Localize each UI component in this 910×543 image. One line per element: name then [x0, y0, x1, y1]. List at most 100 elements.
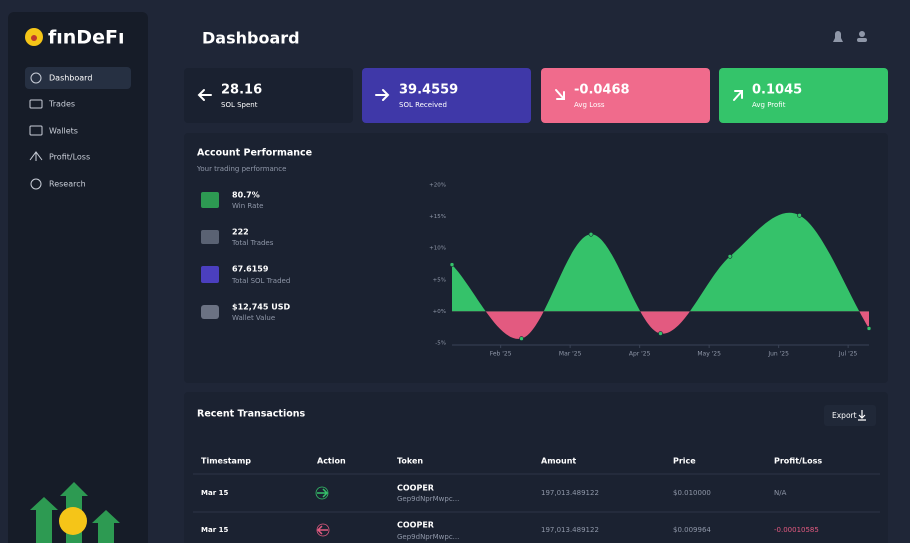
stat-label: Wallet Value [232, 314, 275, 322]
column-header: Timestamp [201, 457, 251, 466]
stat-label: Win Rate [232, 202, 263, 210]
arrow [92, 510, 120, 543]
sell-icon-ring [316, 523, 330, 537]
cell: Mar 15 [201, 489, 228, 497]
nav-icon [30, 72, 42, 84]
nav-item[interactable]: Trades [48, 100, 75, 109]
card-value: 0.1045 [752, 83, 802, 98]
stat-icon [201, 192, 219, 208]
y-tick-label: +5% [433, 277, 446, 283]
data-point [727, 254, 733, 259]
column-header: Amount [541, 457, 576, 466]
y-tick-label: -5% [435, 341, 446, 347]
cell: 197,013.489122 [541, 526, 599, 534]
cell: N/A [774, 489, 787, 497]
card-value: 28.16 [221, 83, 262, 98]
panel-subtitle: Your trading performance [196, 165, 286, 173]
x-tick-label: Feb '25 [490, 351, 512, 358]
x-tick-label: Apr '25 [629, 351, 651, 358]
transactions-panel [184, 392, 888, 543]
stat-value: 67.6159 [232, 265, 269, 274]
column-header: Profit/Loss [774, 457, 822, 466]
card-icon [375, 89, 390, 101]
data-point [866, 326, 872, 331]
column-header: Price [673, 457, 696, 466]
stat-icon [201, 305, 219, 319]
stat-value: $12,745 USD [232, 303, 290, 312]
y-tick-label: +0% [433, 309, 446, 315]
cell: COOPER [397, 484, 434, 493]
stat-value: 222 [232, 228, 249, 237]
stat-card [362, 68, 531, 123]
y-tick-label: +20% [429, 183, 446, 189]
card-value: 39.4559 [399, 83, 458, 98]
logo: fınDeFı [48, 27, 124, 49]
stat-card [541, 68, 710, 123]
logo-icon-mouth [31, 35, 37, 41]
negative-area [452, 311, 869, 339]
user-icon[interactable] [859, 31, 865, 37]
mascot-face [59, 507, 87, 535]
x-tick-label: May '25 [697, 351, 721, 358]
nav-item[interactable]: Profit/Loss [49, 153, 90, 162]
export-button[interactable] [824, 405, 876, 426]
stat-icon [201, 266, 219, 283]
arrow [30, 497, 58, 543]
nav [29, 72, 43, 190]
data-point [519, 336, 524, 341]
cell: 197,013.489122 [541, 489, 599, 497]
card-value: -0.0468 [574, 83, 630, 98]
x-tick-label: Jun '25 [767, 351, 789, 358]
page-title: Dashboard [202, 29, 300, 48]
data-point [658, 331, 663, 336]
cell: Mar 15 [201, 526, 228, 534]
card-icon [197, 89, 212, 101]
nav-item[interactable]: Research [49, 180, 86, 189]
cell: COOPER [397, 521, 434, 530]
nav-icon [30, 178, 42, 190]
buy-icon-ring [315, 486, 329, 500]
positive-area [452, 213, 860, 312]
data-point [797, 213, 802, 218]
stat-icons [201, 192, 219, 319]
y-tick-label: +10% [429, 246, 446, 252]
stat-label: Total SOL Traded [231, 277, 290, 285]
stat-card [719, 68, 888, 123]
card-icon [733, 90, 743, 101]
data-point [588, 231, 594, 237]
stat-label: Total Trades [231, 239, 274, 247]
stat-card [184, 68, 353, 123]
export-icon [858, 410, 866, 421]
column-header: Token [397, 457, 423, 466]
stat-icon [201, 230, 219, 244]
bell-icon[interactable] [833, 31, 843, 42]
stat-value: 80.7% [232, 191, 260, 200]
performance-panel [184, 133, 888, 383]
panel-title: Recent Transactions [197, 409, 306, 420]
x-tick-label: Jul '25 [838, 351, 858, 358]
card-label: Avg Loss [574, 101, 605, 109]
data-point [449, 262, 455, 267]
cell: -0.00010585 [774, 526, 819, 534]
nav-active-bg [25, 67, 131, 89]
nav-icon [29, 99, 43, 109]
y-tick-label: +15% [429, 214, 446, 220]
cell: Gep9dNprMwpc... [397, 533, 459, 541]
nav-item[interactable]: Wallets [49, 127, 78, 136]
card-icon [555, 89, 565, 100]
performance-chart: +20% +15% +10% +5% +0% -5% Feb '25 Mar '25 Apr '… [429, 183, 872, 358]
card-label: Avg Profit [752, 101, 786, 109]
nav-icon [29, 125, 43, 136]
nav-icon [29, 151, 43, 161]
sidebar [8, 12, 148, 543]
cell: $0.009964 [673, 526, 711, 534]
card-label: SOL Spent [221, 101, 258, 109]
cell: Gep9dNprMwpc... [397, 495, 459, 503]
export-label[interactable]: Export [832, 411, 857, 420]
mascot [30, 482, 120, 543]
sell-icon [316, 525, 328, 535]
nav-item[interactable]: Dashboard [49, 74, 92, 83]
cell: $0.010000 [673, 489, 711, 497]
